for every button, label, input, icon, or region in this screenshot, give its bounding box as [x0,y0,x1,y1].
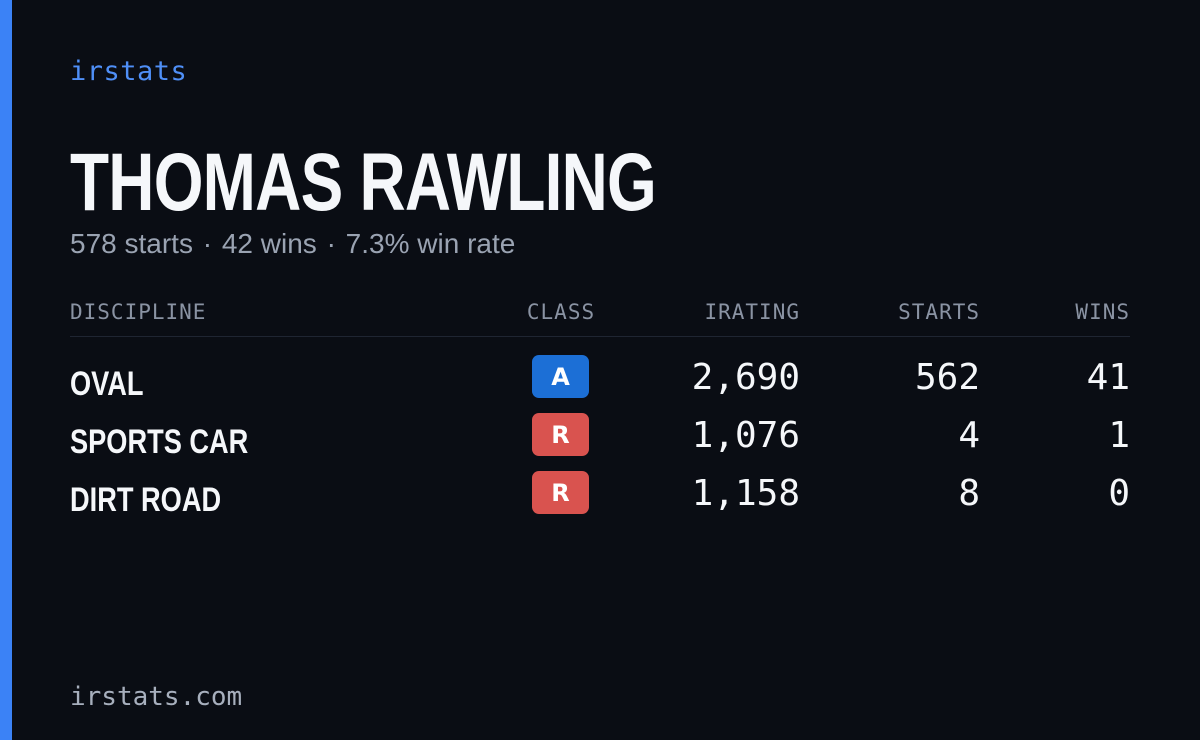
irating-value: 1,158 [691,473,800,514]
summary-separator: · [202,228,213,259]
wins-value: 41 [1086,357,1130,398]
table-row: OVAL A 2,690 562 41 [70,353,1130,411]
brand-logo[interactable]: irstats [70,56,188,87]
header-class: CLASS [526,300,596,324]
table-row: DIRT ROAD R 1,158 8 0 [70,469,1130,527]
discipline-name: DIRT ROAD [70,481,222,519]
wins-value: 1 [1108,415,1130,456]
header-discipline: DISCIPLINE [70,300,207,324]
class-badge: R [532,413,589,456]
footer-url[interactable]: irstats.com [70,682,243,712]
summary-win-rate: 7.3% win rate [345,228,516,259]
discipline-name: OVAL [70,365,144,403]
summary-starts: 578 starts [70,228,193,259]
irating-value: 2,690 [691,357,800,398]
table-row: SPORTS CAR R 1,076 4 1 [70,411,1130,469]
wins-value: 0 [1108,473,1130,514]
header-irating: IRATING [704,300,800,324]
driver-summary: 578 starts · 42 wins · 7.3% win rate [70,228,515,260]
table-body: OVAL A 2,690 562 41 SPORTS CAR R 1,076 4… [70,353,1130,527]
irating-value: 1,076 [691,415,800,456]
starts-value: 562 [914,357,980,398]
discipline-name: SPORTS CAR [70,423,249,461]
class-badge: R [532,471,589,514]
summary-separator: · [326,228,336,259]
discipline-table: DISCIPLINE CLASS IRATING STARTS WINS OVA… [70,296,1130,527]
table-header: DISCIPLINE CLASS IRATING STARTS WINS [70,296,1130,337]
class-badge: A [532,355,589,398]
starts-value: 8 [958,473,980,514]
header-starts: STARTS [898,300,980,324]
accent-bar [0,0,12,740]
summary-wins: 42 wins [221,228,317,259]
header-wins: WINS [1075,300,1130,324]
starts-value: 4 [958,415,980,456]
driver-name: THOMAS RAWLING [70,137,657,228]
